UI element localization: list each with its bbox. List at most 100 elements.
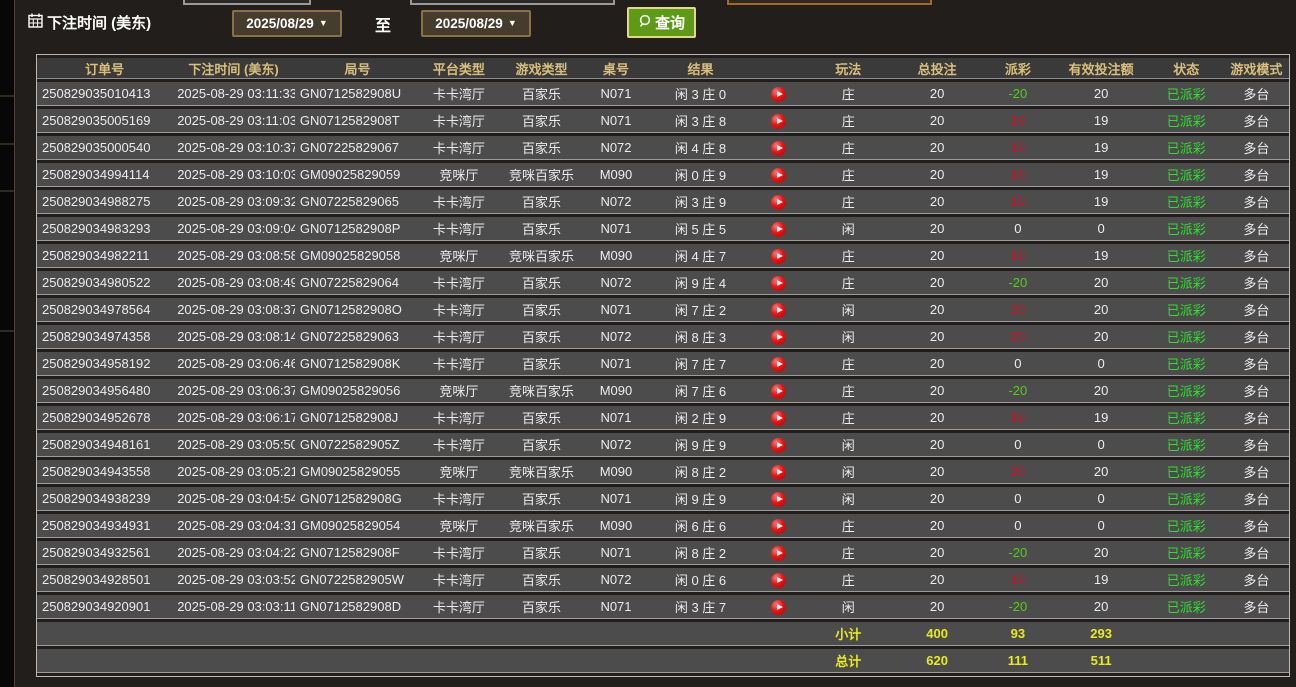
cell-play-type: 庄: [804, 379, 893, 403]
cell-bet-time: 2025-08-29 03:10:03: [172, 163, 295, 187]
replay-button[interactable]: [771, 86, 787, 102]
replay-button[interactable]: [771, 302, 787, 318]
cell-table-no: N072: [585, 325, 647, 349]
cell-bet-time: 2025-08-29 03:06:37: [172, 379, 295, 403]
cell-game-mode: 多台: [1223, 352, 1289, 376]
replay-button[interactable]: [771, 140, 787, 156]
replay-button[interactable]: [771, 572, 787, 588]
replay-button[interactable]: [771, 437, 787, 453]
cell-valid-bet: 0: [1053, 514, 1149, 538]
cell-status: 已派彩: [1148, 163, 1224, 187]
cell-replay: [754, 217, 805, 241]
replay-button[interactable]: [771, 383, 787, 399]
table-row: 250829034920901 2025-08-29 03:03:11 GN07…: [37, 595, 1289, 619]
date-to-select[interactable]: 2025/08/29 ▼: [421, 10, 531, 37]
cell-table-no: N071: [585, 217, 647, 241]
total-total-bet: 620: [892, 649, 983, 673]
table-row: 250829034983293 2025-08-29 03:09:04 GN07…: [37, 217, 1289, 241]
cell-result: 闲 6 庄 6: [646, 514, 755, 538]
cell-order: 250829034988275: [37, 190, 173, 214]
cell-status: 已派彩: [1148, 136, 1224, 160]
cell-replay: [754, 487, 805, 511]
play-icon: [771, 356, 787, 372]
header-replay: [754, 58, 805, 79]
cutoff-input-fragment[interactable]: [183, 0, 311, 5]
cutoff-input-fragment[interactable]: [727, 0, 932, 5]
cell-bet-time: 2025-08-29 03:06:46: [172, 352, 295, 376]
cell-platform: 卡卡湾厅: [420, 82, 498, 106]
cell-status: 已派彩: [1148, 595, 1224, 619]
cell-bet-time: 2025-08-29 03:05:21: [172, 460, 295, 484]
cell-game-mode: 多台: [1223, 82, 1289, 106]
replay-button[interactable]: [771, 221, 787, 237]
cell-table-no: N071: [585, 298, 647, 322]
cell-bet-time: 2025-08-29 03:08:49: [172, 271, 295, 295]
cell-game-type: 百家乐: [497, 190, 586, 214]
cell-bet-time: 2025-08-29 03:04:31: [172, 514, 295, 538]
cell-bet-time: 2025-08-29 03:08:14: [172, 325, 295, 349]
cell-replay: [754, 109, 805, 133]
replay-button[interactable]: [771, 491, 787, 507]
cell-platform: 卡卡湾厅: [420, 190, 498, 214]
cell-game-mode: 多台: [1223, 487, 1289, 511]
replay-button[interactable]: [771, 194, 787, 210]
cutoff-input-fragment[interactable]: [410, 0, 615, 5]
replay-button[interactable]: [771, 356, 787, 372]
cell-play-type: 庄: [804, 190, 893, 214]
table-row: 250829034928501 2025-08-29 03:03:52 GN07…: [37, 568, 1289, 592]
cell-result: 闲 3 庄 7: [646, 595, 755, 619]
cell-order: 250829034994114: [37, 163, 173, 187]
cell-status: 已派彩: [1148, 217, 1224, 241]
cell-table-no: M090: [585, 244, 647, 268]
cell-valid-bet: 19: [1053, 136, 1149, 160]
replay-button[interactable]: [771, 545, 787, 561]
cell-valid-bet: 20: [1053, 460, 1149, 484]
cell-status: 已派彩: [1148, 406, 1224, 430]
cell-total-bet: 20: [892, 433, 983, 457]
cell-play-type: 庄: [804, 244, 893, 268]
cell-platform: 卡卡湾厅: [420, 595, 498, 619]
cell-platform: 竞咪厅: [420, 244, 498, 268]
cell-total-bet: 20: [892, 109, 983, 133]
replay-button[interactable]: [771, 464, 787, 480]
cell-total-bet: 20: [892, 271, 983, 295]
cell-play-type: 庄: [804, 109, 893, 133]
chevron-down-icon: ▼: [318, 18, 328, 28]
table-row: 250829034958192 2025-08-29 03:06:46 GN07…: [37, 352, 1289, 376]
replay-button[interactable]: [771, 167, 787, 183]
cell-platform: 卡卡湾厅: [420, 406, 498, 430]
cell-game-type: 百家乐: [497, 271, 586, 295]
cell-round: GN07225829065: [294, 190, 421, 214]
table-row: 250829035005169 2025-08-29 03:11:03 GN07…: [37, 109, 1289, 133]
cell-result: 闲 8 庄 2: [646, 541, 755, 565]
cell-order: 250829034958192: [37, 352, 173, 376]
cell-replay: [754, 325, 805, 349]
cell-game-type: 百家乐: [497, 406, 586, 430]
cell-replay: [754, 136, 805, 160]
cell-game-type: 竞咪百家乐: [497, 163, 586, 187]
cell-play-type: 庄: [804, 568, 893, 592]
replay-button[interactable]: [771, 113, 787, 129]
cell-result: 闲 8 庄 2: [646, 460, 755, 484]
header-round: 局号: [294, 58, 421, 79]
query-button[interactable]: 查询: [627, 7, 697, 38]
date-from-select[interactable]: 2025/08/29 ▼: [232, 10, 342, 37]
replay-button[interactable]: [771, 275, 787, 291]
cell-game-mode: 多台: [1223, 568, 1289, 592]
replay-button[interactable]: [771, 599, 787, 615]
replay-button[interactable]: [771, 518, 787, 534]
table-row: 250829034982211 2025-08-29 03:08:58 GM09…: [37, 244, 1289, 268]
play-icon: [771, 248, 787, 264]
query-button-label: 查询: [655, 15, 686, 32]
cell-bet-time: 2025-08-29 03:10:37: [172, 136, 295, 160]
table-row: 250829034943558 2025-08-29 03:05:21 GM09…: [37, 460, 1289, 484]
cell-status: 已派彩: [1148, 271, 1224, 295]
cell-order: 250829035005169: [37, 109, 173, 133]
cell-game-mode: 多台: [1223, 244, 1289, 268]
cell-payout: 20: [982, 298, 1054, 322]
replay-button[interactable]: [771, 410, 787, 426]
cell-order: 250829034956480: [37, 379, 173, 403]
replay-button[interactable]: [771, 329, 787, 345]
replay-button[interactable]: [771, 248, 787, 264]
cell-table-no: N071: [585, 541, 647, 565]
